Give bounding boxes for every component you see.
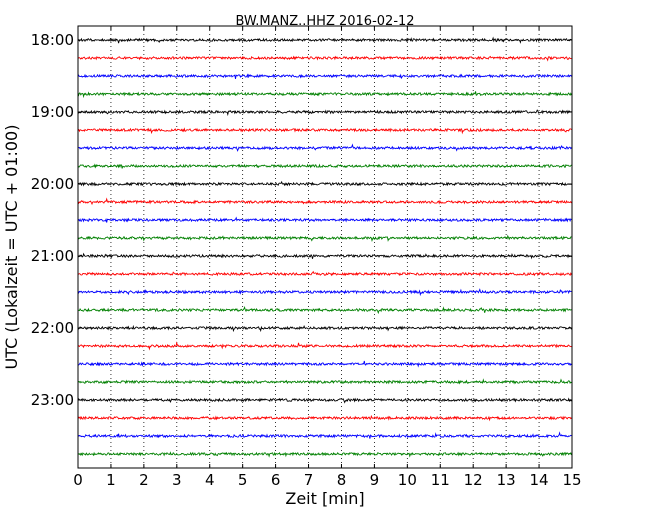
- plot-frame: [77, 25, 573, 469]
- y-tick-label: 18:00: [31, 31, 74, 49]
- x-tick-label: 10: [398, 471, 417, 489]
- trace-line: [77, 324, 572, 333]
- y-tick-label: 22:00: [31, 319, 74, 337]
- grid-lines: [110, 26, 540, 468]
- trace-line: [77, 180, 572, 187]
- trace-line: [77, 127, 572, 135]
- trace-line: [77, 73, 572, 80]
- trace-line: [77, 252, 572, 260]
- trace-line: [77, 36, 572, 44]
- x-tick-label: 9: [370, 471, 380, 489]
- x-axis-ticks: 0 1 2 3 4 5 6 7 8 9 10 11 12 13 14 15: [73, 26, 582, 489]
- trace-line: [77, 109, 572, 117]
- trace-line: [77, 397, 572, 404]
- y-tick-label: 20:00: [31, 175, 74, 193]
- trace-line: [77, 234, 572, 242]
- trace-line: [77, 341, 572, 351]
- trace-line: [77, 91, 572, 99]
- trace-line: [77, 55, 572, 62]
- x-tick-label: 0: [73, 471, 83, 489]
- x-tick-label: 6: [271, 471, 281, 489]
- x-tick-label: 4: [205, 471, 215, 489]
- trace-line: [77, 143, 572, 152]
- trace-line: [77, 163, 572, 169]
- x-tick-label: 12: [464, 471, 483, 489]
- x-axis-label: Zeit [min]: [285, 489, 364, 508]
- trace-line: [77, 216, 572, 223]
- trace-line: [77, 305, 572, 315]
- chart-title: BW.MANZ..HHZ 2016-02-12: [235, 14, 414, 29]
- trace-line: [77, 378, 572, 385]
- y-tick-label: 21:00: [31, 247, 74, 265]
- x-tick-label: 1: [106, 471, 116, 489]
- y-tick-label: 19:00: [31, 103, 74, 121]
- y-axis-ticks: 18:00 19:00 20:00 21:00 22:00 23:00: [31, 31, 572, 409]
- x-tick-label: 13: [497, 471, 516, 489]
- trace-line: [77, 414, 572, 422]
- x-tick-label: 15: [562, 471, 581, 489]
- trace-line: [77, 451, 572, 458]
- y-axis-label: UTC (Lokalzeit = UTC + 01:00): [2, 125, 21, 370]
- x-tick-label: 7: [304, 471, 314, 489]
- x-tick-label: 2: [139, 471, 149, 489]
- x-tick-label: 8: [337, 471, 347, 489]
- seismogram-traces: [77, 36, 572, 458]
- x-tick-label: 11: [431, 471, 450, 489]
- x-tick-label: 14: [530, 471, 549, 489]
- trace-line: [77, 431, 572, 439]
- x-tick-label: 5: [238, 471, 248, 489]
- trace-line: [77, 270, 572, 277]
- trace-line: [77, 360, 572, 368]
- trace-line: [77, 197, 572, 206]
- trace-line: [77, 288, 572, 297]
- x-tick-label: 3: [172, 471, 182, 489]
- y-tick-label: 23:00: [31, 391, 74, 409]
